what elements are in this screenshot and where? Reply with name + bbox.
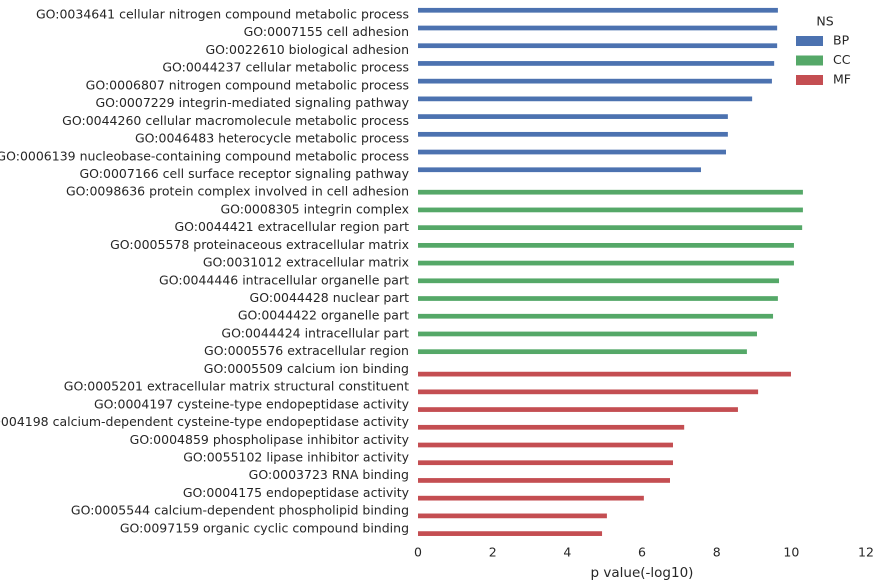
legend-swatch <box>796 55 823 66</box>
bar <box>418 296 778 301</box>
x-tick-label: 6 <box>638 545 646 560</box>
bar <box>418 442 673 448</box>
bar <box>418 149 726 155</box>
bar <box>418 313 774 319</box>
x-tick-label: 10 <box>783 545 799 560</box>
bar <box>418 407 738 412</box>
x-axis-label: p value(-log10) <box>591 565 694 581</box>
bar <box>418 61 775 66</box>
legend-label: BP <box>833 33 850 48</box>
x-tick-label: 12 <box>858 545 874 560</box>
bar <box>418 478 670 483</box>
y-tick-label: GO:0003723 RNA binding <box>249 467 409 482</box>
bar <box>418 460 673 466</box>
y-tick-label: GO:0007155 cell adhesion <box>244 24 409 39</box>
y-tick-label: GO:0006807 nitrogen compound metabolic p… <box>86 77 409 92</box>
bar <box>418 189 803 195</box>
legend-swatch <box>796 75 823 85</box>
legend-label: MF <box>833 72 851 87</box>
bar <box>418 78 772 84</box>
bar <box>418 531 603 536</box>
x-tick-label: 8 <box>713 545 721 560</box>
y-tick-label: GO:0007166 cell surface receptor signali… <box>79 166 409 181</box>
bar <box>418 167 701 173</box>
y-tick-label: GO:0044446 intracellular organelle part <box>159 272 409 287</box>
bar <box>418 225 803 231</box>
y-tick-label: GO:0034641 cellular nitrogen compound me… <box>36 7 409 22</box>
bar <box>418 424 685 430</box>
bar <box>418 389 759 395</box>
y-tick-label: GO:0031012 extracellular matrix <box>203 255 409 270</box>
y-tick-label: GO:0007229 integrin-mediated signaling p… <box>95 95 409 110</box>
bar <box>418 207 803 213</box>
bar <box>418 331 757 337</box>
y-tick-label: GO:0044428 nuclear part <box>250 290 410 305</box>
y-tick-label: GO:0044421 extracellular region part <box>174 219 409 234</box>
y-tick-label: GO:0044422 organelle part <box>238 308 409 323</box>
legend-title: NS <box>816 14 833 29</box>
legend-swatch <box>796 36 823 46</box>
y-tick-label: GO:0098636 protein complex involved in c… <box>66 184 409 199</box>
bar <box>418 260 794 266</box>
y-tick-label: GO:0022610 biological adhesion <box>206 42 410 57</box>
x-tick-label: 2 <box>489 545 497 560</box>
legend-label: CC <box>833 52 851 67</box>
bar <box>418 43 778 49</box>
bar <box>418 513 607 519</box>
y-tick-label: GO:0044424 intracellular part <box>221 325 409 340</box>
y-tick-label: GO:0044260 cellular macromolecule metabo… <box>62 113 409 128</box>
bar <box>418 278 780 284</box>
bar <box>418 7 778 13</box>
y-tick-label: GO:0005576 extracellular region <box>204 343 409 358</box>
y-tick-label: GO:0046483 heterocycle metabolic process <box>135 131 409 146</box>
y-tick-label: GO:0004859 phospholipase inhibitor activ… <box>130 432 410 447</box>
bar <box>418 114 728 119</box>
bar <box>418 349 747 355</box>
y-tick-label: GO:0044237 cellular metabolic process <box>162 60 409 75</box>
y-tick-label: GO:0008305 integrin complex <box>220 201 409 216</box>
x-tick-label: 4 <box>563 545 571 560</box>
bar <box>418 25 778 31</box>
y-tick-label: GO:0005201 extracellular matrix structur… <box>64 379 409 394</box>
bar <box>418 495 644 501</box>
y-tick-label: GO:0006139 nucleobase-containing compoun… <box>0 148 409 163</box>
x-tick-label: 0 <box>414 545 422 560</box>
y-tick-label: GO:0005578 proteinaceous extracellular m… <box>110 237 409 252</box>
bar <box>418 131 728 137</box>
y-tick-label: GO:0005544 calcium-dependent phospholipi… <box>71 503 409 518</box>
y-tick-label: GO:0055102 lipase inhibitor activity <box>183 450 409 465</box>
y-tick-label: GO:0004197 cysteine-type endopeptidase a… <box>94 396 410 411</box>
y-tick-label: GO:0005509 calcium ion binding <box>204 361 409 376</box>
bar <box>418 371 791 377</box>
y-tick-label: GO:0004175 endopeptidase activity <box>183 485 410 500</box>
bar <box>418 242 794 248</box>
bar <box>418 96 753 102</box>
y-tick-label: GO:0004198 calcium-dependent cysteine-ty… <box>0 414 410 429</box>
y-tick-label: GO:0097159 organic cyclic compound bindi… <box>120 520 409 535</box>
